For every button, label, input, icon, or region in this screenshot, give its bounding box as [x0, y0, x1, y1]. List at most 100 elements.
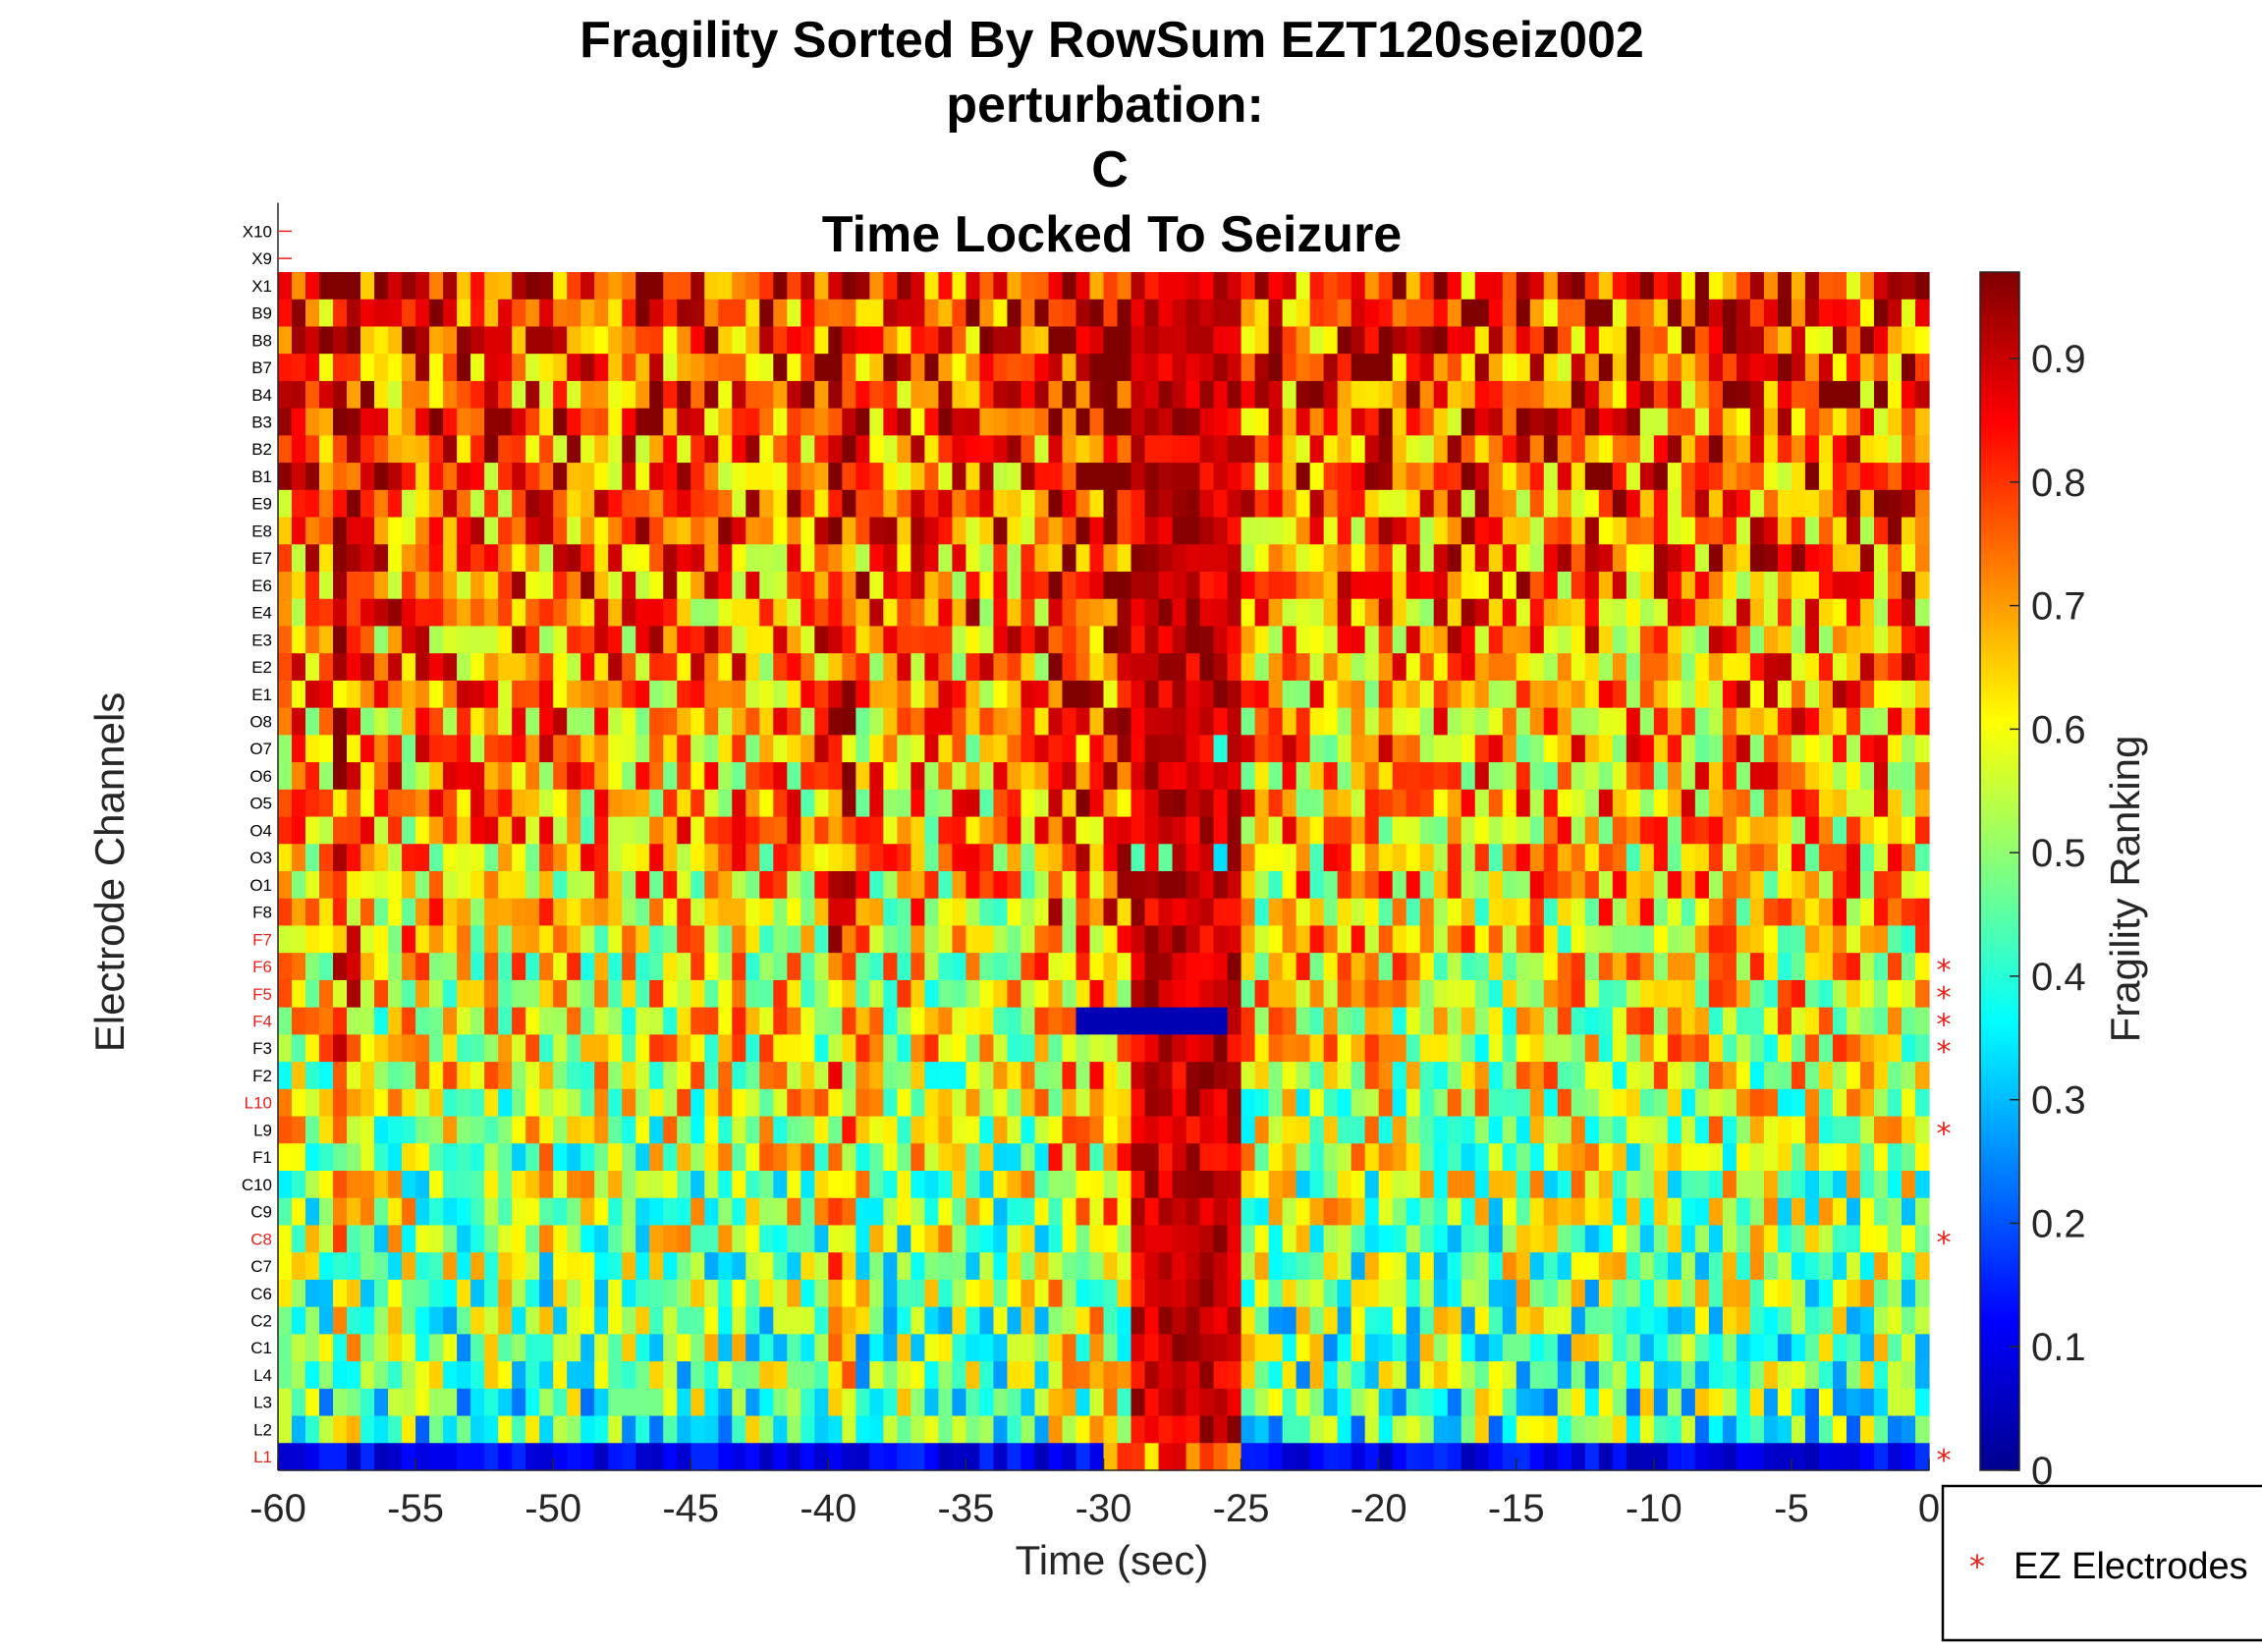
heatmap-cell	[993, 844, 1009, 872]
heatmap-cell	[1433, 326, 1449, 355]
heatmap-cell	[1076, 1388, 1091, 1417]
heatmap-cell	[525, 489, 540, 519]
heatmap-cell	[828, 299, 843, 328]
heatmap-cell	[1639, 953, 1655, 981]
heatmap-cell	[924, 1116, 939, 1144]
heatmap-cell	[1172, 354, 1187, 382]
heatmap-cell	[1034, 1007, 1050, 1035]
heatmap-cell	[539, 517, 554, 545]
heatmap-cell	[360, 707, 375, 736]
heatmap-cell	[1392, 1007, 1407, 1035]
heatmap-cell	[1199, 1088, 1215, 1118]
heatmap-cell	[787, 680, 801, 709]
heatmap-cell	[1007, 1007, 1022, 1035]
heatmap-cell	[1447, 1062, 1462, 1090]
heatmap-cell	[1131, 626, 1146, 654]
heatmap-cell	[594, 789, 609, 818]
heatmap-cell	[1667, 789, 1683, 818]
heatmap-cell	[1103, 1143, 1119, 1172]
heatmap-cell	[360, 844, 375, 872]
heatmap-cell	[512, 735, 526, 763]
heatmap-cell	[1158, 1088, 1174, 1118]
heatmap-cell	[360, 1116, 375, 1144]
heatmap-cell	[1722, 326, 1738, 355]
heatmap-cell	[993, 979, 1009, 1009]
heatmap-cell	[553, 517, 568, 545]
heatmap-cell	[704, 1062, 719, 1090]
heatmap-cell	[1777, 653, 1793, 682]
heatmap-cell	[1859, 1088, 1875, 1118]
heatmap-cell	[1667, 1225, 1683, 1253]
heatmap-cell	[402, 680, 416, 709]
heatmap-cell	[1502, 1116, 1517, 1144]
heatmap-cell	[732, 1007, 746, 1035]
heatmap-cell	[1804, 1143, 1820, 1172]
heatmap-cell	[1681, 871, 1696, 900]
heatmap-cell	[1337, 789, 1352, 818]
heatmap-cell	[1103, 871, 1119, 900]
heatmap-cell	[1117, 408, 1132, 436]
heatmap-cell	[1763, 517, 1779, 545]
heatmap-cell	[1406, 707, 1421, 736]
heatmap-cell	[1626, 1225, 1641, 1253]
heatmap-cell	[1681, 1225, 1696, 1253]
heatmap-cell	[952, 762, 967, 791]
heatmap-cell	[1818, 1062, 1834, 1090]
heatmap-cell	[292, 925, 306, 954]
heatmap-cell	[1474, 871, 1490, 900]
heatmap-cell	[1708, 653, 1724, 682]
heatmap-cell	[1433, 762, 1449, 791]
heatmap-cell	[374, 1306, 389, 1335]
heatmap-cell	[608, 1088, 623, 1118]
heatmap-cell	[1007, 762, 1022, 791]
heatmap-cell	[1461, 953, 1476, 981]
heatmap-cell	[690, 326, 705, 355]
heatmap-cell	[965, 680, 981, 709]
heatmap-cell	[1461, 489, 1476, 519]
heatmap-cell	[319, 1171, 334, 1199]
heatmap-cell	[388, 979, 403, 1009]
heatmap-cell	[1749, 299, 1765, 328]
heatmap-cell	[704, 1143, 719, 1172]
heatmap-cell	[828, 762, 843, 791]
heatmap-cell	[1612, 1279, 1628, 1308]
heatmap-cell	[1667, 572, 1683, 600]
heatmap-cell	[1722, 1088, 1738, 1118]
heatmap-cell	[1516, 354, 1531, 382]
heatmap-cell	[635, 1334, 650, 1362]
heatmap-cell	[429, 1252, 444, 1281]
heatmap-cell	[855, 1062, 870, 1090]
heatmap-cell	[1557, 1116, 1572, 1144]
heatmap-cell	[1268, 1034, 1284, 1063]
heatmap-cell	[993, 653, 1009, 682]
heatmap-cell	[347, 598, 361, 628]
heatmap-cell	[305, 354, 320, 382]
heatmap-cell	[1488, 626, 1504, 654]
heatmap-cell	[1378, 299, 1394, 328]
heatmap-cell	[1172, 925, 1187, 954]
heatmap-cell	[1131, 1088, 1146, 1118]
heatmap-cell	[1502, 789, 1517, 818]
heatmap-cell	[924, 1007, 939, 1035]
heatmap-cell	[677, 326, 691, 355]
heatmap-cell	[1007, 953, 1022, 981]
heatmap-cell	[1241, 544, 1256, 573]
heatmap-cell	[1777, 680, 1793, 709]
heatmap-cell	[539, 953, 554, 981]
heatmap-cell	[1213, 680, 1229, 709]
heatmap-cell	[1131, 326, 1146, 355]
heatmap-cell	[635, 1197, 650, 1227]
heatmap-cell	[525, 844, 540, 872]
heatmap-cell	[333, 626, 348, 654]
heatmap-cell	[897, 1088, 911, 1118]
heatmap-cell	[1392, 1088, 1407, 1118]
heatmap-cell	[938, 816, 954, 845]
heatmap-cell	[649, 489, 664, 519]
heatmap-cell	[429, 707, 444, 736]
heatmap-cell	[1626, 598, 1641, 628]
heatmap-cell	[649, 1225, 664, 1253]
heatmap-cell	[1186, 1143, 1201, 1172]
heatmap-cell	[800, 1171, 815, 1199]
heatmap-cell	[979, 1306, 995, 1335]
heatmap-cell	[498, 517, 513, 545]
